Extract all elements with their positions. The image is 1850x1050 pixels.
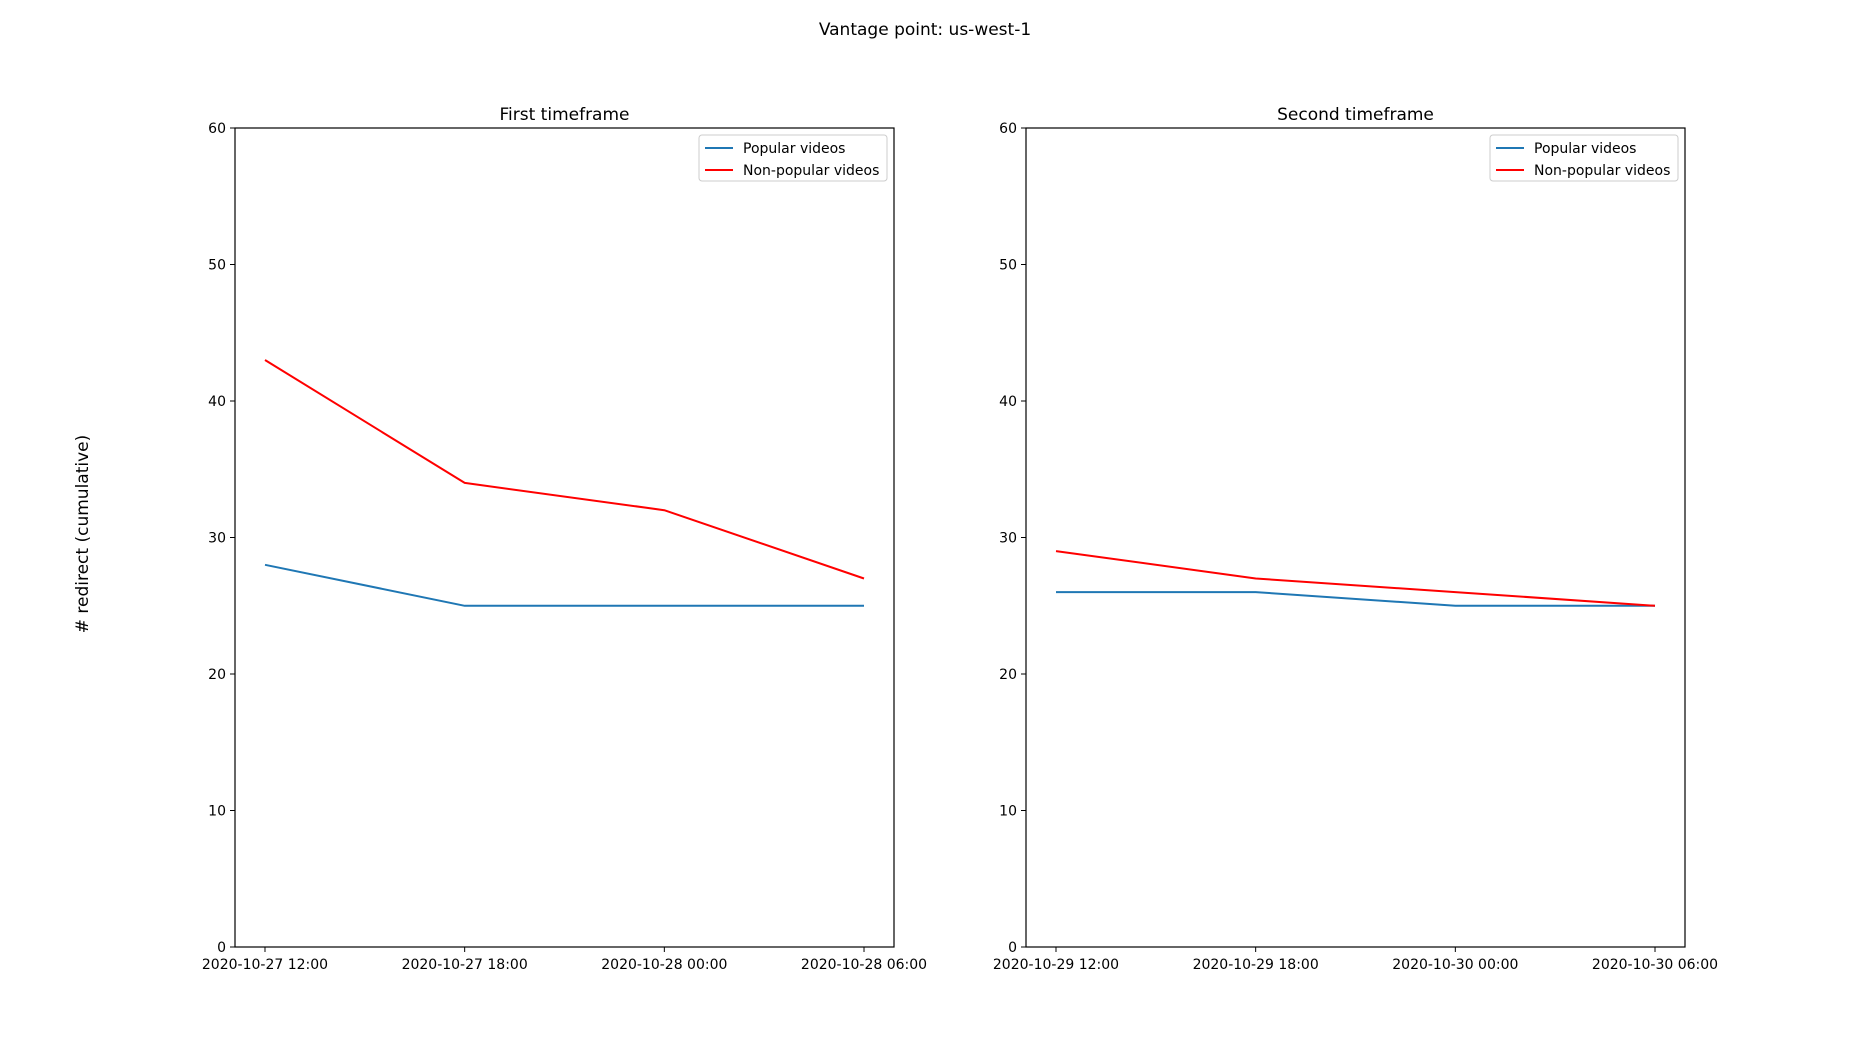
x-tick-label: 2020-10-27 12:00 xyxy=(202,957,328,973)
y-tick-label: 60 xyxy=(208,121,226,137)
y-axis-label: # redirect (cumulative) xyxy=(73,435,93,634)
series-line-popular-videos xyxy=(1056,591,1655,607)
subplot-title: Second timeframe xyxy=(1277,105,1434,125)
y-tick-label: 0 xyxy=(217,940,226,956)
y-tick-label: 30 xyxy=(208,531,226,547)
legend-label: Popular videos xyxy=(743,141,845,157)
y-tick-label: 10 xyxy=(999,804,1017,820)
y-tick-label: 20 xyxy=(208,667,226,683)
legend-box xyxy=(698,134,888,182)
series-line-non-popular-videos xyxy=(264,359,865,580)
y-tick-label: 0 xyxy=(1008,940,1017,956)
x-tick-label: 2020-10-30 06:00 xyxy=(1592,957,1718,973)
legend-label: Non-popular videos xyxy=(743,163,879,179)
y-tick-label: 30 xyxy=(999,531,1017,547)
subplot-title: First timeframe xyxy=(500,105,630,125)
y-tick-label: 40 xyxy=(208,394,226,410)
x-tick-label: 2020-10-27 18:00 xyxy=(402,957,528,973)
y-tick-label: 50 xyxy=(208,258,226,274)
legend-label: Non-popular videos xyxy=(1534,163,1670,179)
subplot-first-timeframe: First timeframe 0 10 20 30 40 50 60 2020-10-27 1… xyxy=(202,105,927,973)
x-tick-label: 2020-10-30 00:00 xyxy=(1392,957,1518,973)
x-tick-label: 2020-10-28 06:00 xyxy=(801,957,927,973)
x-tick-label: 2020-10-29 12:00 xyxy=(993,957,1119,973)
legend-box xyxy=(1489,134,1679,182)
y-tick-label: 10 xyxy=(208,804,226,820)
x-tick-label: 2020-10-29 18:00 xyxy=(1193,957,1319,973)
legend: Popular videos Non-popular videos xyxy=(1489,134,1679,182)
y-tick-label: 60 xyxy=(999,121,1017,137)
x-tick-label: 2020-10-28 00:00 xyxy=(601,957,727,973)
figure-title: Vantage point: us-west-1 xyxy=(819,20,1031,40)
y-tick-label: 50 xyxy=(999,258,1017,274)
series-line-popular-videos xyxy=(264,563,864,607)
subplot-second-timeframe: Second timeframe 0 10 20 30 40 50 60 2020-10-29 … xyxy=(993,105,1718,973)
legend: Popular videos Non-popular videos xyxy=(698,134,888,182)
y-tick-label: 20 xyxy=(999,667,1017,683)
legend-label: Popular videos xyxy=(1534,141,1636,157)
y-tick-label: 40 xyxy=(999,394,1017,410)
series-line-non-popular-videos xyxy=(1055,550,1656,607)
